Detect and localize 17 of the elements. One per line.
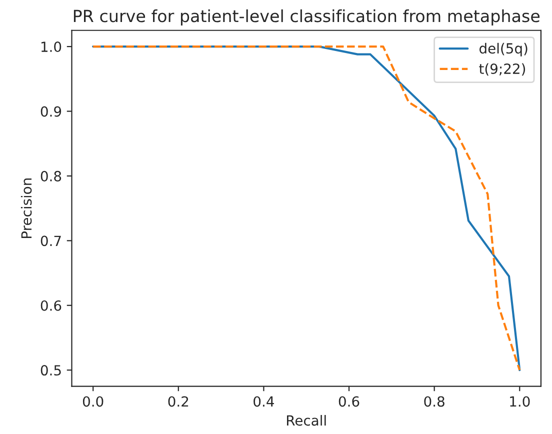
y-tick-label: 1.0 [41,42,62,52]
y-tick-label: 0.5 [40,365,61,376]
chart-title: PR curve for patient-level classification from metaphase [74,9,540,26]
x-tick-label: 0.8 [424,396,444,407]
x-tick-label: 0.6 [338,396,360,407]
legend-label: t(9;22) [479,63,526,76]
x-tick-label: 0.0 [82,396,104,407]
y-tick-label: 0.8 [40,170,62,182]
y-tick-label: 0.6 [40,300,62,311]
x-axis-title: Recall [287,414,326,426]
legend-label: del(5q) [480,42,528,56]
y-tick-label: 0.7 [40,236,61,246]
x-tick-label: 0.2 [168,396,188,407]
x-tick-label: 0.4 [254,396,274,407]
y-axis-title: Precision [20,178,32,238]
y-tick-label: 0.9 [40,106,62,117]
x-tick-label: 1.0 [510,396,530,407]
